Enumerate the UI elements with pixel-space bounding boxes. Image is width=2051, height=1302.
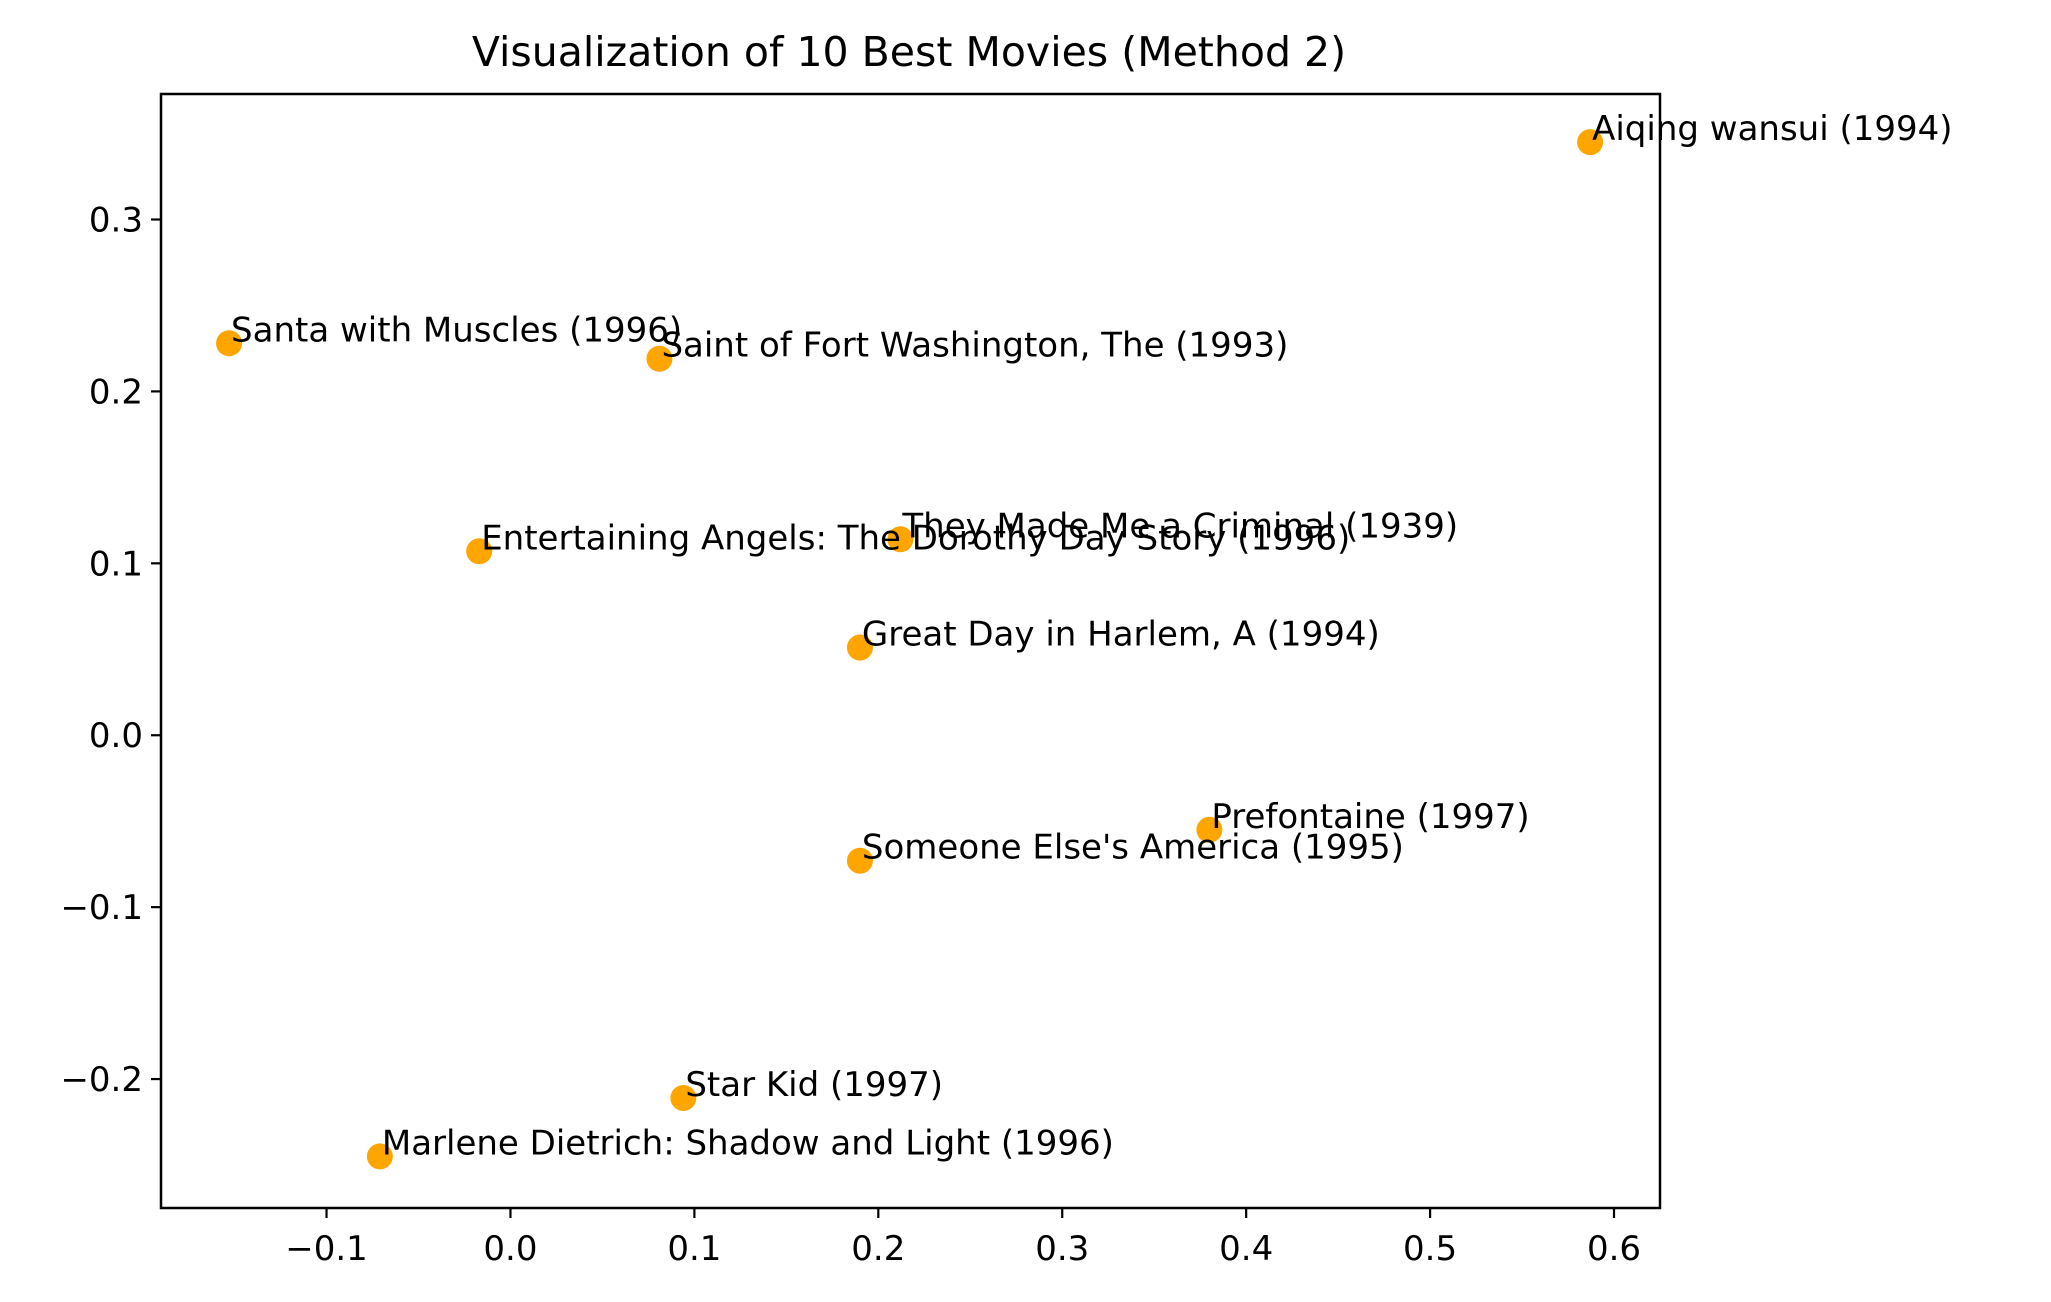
y-tick-label: −0.1: [60, 888, 143, 928]
y-tick-label: 0.1: [89, 544, 143, 584]
point-label: Someone Else's America (1995): [862, 828, 1404, 868]
x-axis: −0.1 0.0 0.1 0.2 0.3 0.4 0.5 0.6: [285, 1208, 1641, 1269]
data-point: [1196, 816, 1223, 843]
data-point: [846, 634, 873, 661]
x-tick-label: −0.1: [285, 1229, 368, 1269]
point-label: Marlene Dietrich: Shadow and Light (1996…: [382, 1123, 1114, 1163]
y-axis: −0.2 −0.1 0.0 0.1 0.2 0.3: [60, 200, 161, 1100]
point-label: Star Kid (1997): [685, 1065, 943, 1105]
x-tick-label: 0.2: [851, 1229, 905, 1269]
x-tick-label: 0.6: [1587, 1229, 1641, 1269]
data-point: [216, 330, 243, 357]
x-tick-label: 0.4: [1219, 1229, 1273, 1269]
point-labels: Aiqing wansui (1994) Santa with Muscles (…: [231, 109, 1952, 1163]
x-tick-label: 0.5: [1403, 1229, 1457, 1269]
x-tick-label: 0.3: [1035, 1229, 1089, 1269]
data-point: [1577, 129, 1604, 156]
point-label: Entertaining Angels: The Dorothy Day Sto…: [481, 518, 1350, 558]
plot-frame: [159, 92, 1662, 1210]
y-tick-label: 0.0: [89, 716, 143, 756]
y-tick-label: −0.2: [60, 1060, 143, 1100]
point-label: Aiqing wansui (1994): [1592, 109, 1952, 149]
data-point: [846, 847, 873, 874]
point-label: They Made Me a Criminal (1939): [901, 506, 1458, 546]
point-label: Saint of Fort Washington, The (1993): [661, 326, 1288, 366]
x-tick-label: 0.0: [483, 1229, 537, 1269]
y-tick-label: 0.2: [89, 372, 143, 412]
x-tick-label: 0.1: [667, 1229, 721, 1269]
data-point: [887, 526, 914, 553]
data-point: [670, 1084, 697, 1111]
data-point: [366, 1143, 393, 1170]
point-label: Prefontaine (1997): [1211, 797, 1529, 837]
data-points: [216, 129, 1604, 1170]
data-point: [646, 345, 673, 372]
data-point: [466, 538, 493, 565]
y-tick-label: 0.3: [89, 200, 143, 240]
point-label: Santa with Muscles (1996): [231, 310, 682, 350]
chart-title: Visualization of 10 Best Movies (Method …: [472, 28, 1346, 76]
point-label: Great Day in Harlem, A (1994): [862, 615, 1380, 655]
